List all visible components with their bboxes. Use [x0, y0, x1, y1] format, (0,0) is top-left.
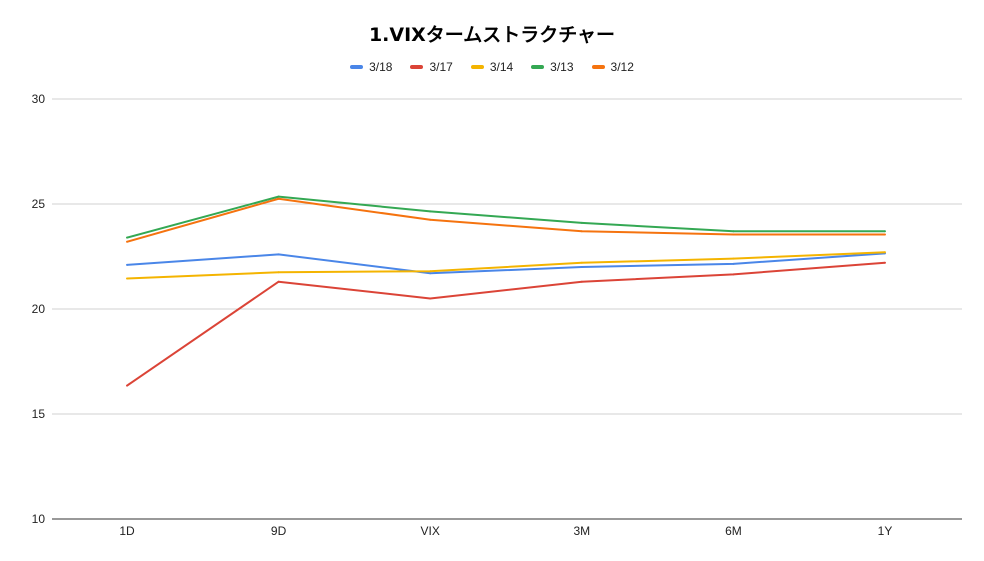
data-point[interactable]	[126, 384, 128, 387]
legend-item-series-4[interactable]: 3/13	[531, 60, 574, 74]
series-line-4[interactable]	[126, 195, 885, 239]
legend-swatch	[591, 65, 605, 69]
data-point[interactable]	[277, 197, 280, 200]
data-point[interactable]	[429, 297, 432, 300]
y-tick-label: 10	[32, 512, 46, 526]
data-point[interactable]	[732, 233, 735, 236]
y-tick-label: 15	[32, 407, 46, 421]
data-point[interactable]	[277, 280, 280, 283]
data-point[interactable]	[277, 195, 280, 198]
series-line-3[interactable]	[126, 251, 886, 280]
x-tick-label: 1Y	[878, 524, 893, 538]
data-point[interactable]	[732, 262, 735, 265]
series-line-5[interactable]	[126, 197, 885, 243]
gridlines	[52, 98, 962, 520]
data-point[interactable]	[126, 240, 128, 243]
data-point[interactable]	[884, 233, 886, 236]
x-tick-label: 9D	[271, 524, 287, 538]
data-point[interactable]	[732, 230, 735, 233]
legend-item-series-5[interactable]: 3/12	[591, 60, 634, 74]
legend-item-series-2[interactable]: 3/17	[410, 60, 453, 74]
legend-label: 3/12	[610, 60, 634, 74]
data-point[interactable]	[277, 253, 280, 256]
data-point[interactable]	[429, 210, 432, 213]
data-point[interactable]	[277, 271, 280, 274]
y-tick-label: 30	[32, 92, 46, 106]
data-point[interactable]	[732, 273, 735, 276]
data-point[interactable]	[580, 266, 583, 268]
chart-legend: 3/18 3/17 3/14 3/13 3/12	[0, 60, 984, 74]
data-point[interactable]	[126, 277, 128, 280]
legend-item-series-1[interactable]: 3/18	[350, 60, 392, 74]
data-point[interactable]	[580, 261, 583, 264]
data-point[interactable]	[580, 221, 583, 224]
x-tick-label: 6M	[725, 524, 742, 538]
x-tick-label: 1D	[119, 524, 135, 538]
data-point[interactable]	[429, 270, 432, 273]
legend-label: 3/13	[550, 60, 574, 74]
data-point[interactable]	[884, 261, 886, 264]
data-point[interactable]	[580, 280, 583, 283]
data-point[interactable]	[732, 257, 735, 260]
data-point[interactable]	[884, 251, 886, 254]
series-line-2[interactable]	[126, 261, 886, 387]
legend-swatch	[410, 65, 424, 69]
x-tick-label: 3M	[573, 524, 590, 538]
data-point[interactable]	[580, 230, 583, 233]
data-point[interactable]	[126, 263, 128, 266]
y-tick-label: 25	[32, 197, 46, 211]
legend-swatch	[470, 65, 484, 69]
legend-label: 3/17	[429, 60, 453, 74]
chart-title: 1.VIXタームストラクチャー	[368, 24, 616, 46]
series-lines	[126, 195, 886, 387]
data-point[interactable]	[884, 230, 886, 233]
data-point[interactable]	[126, 236, 128, 239]
legend-swatch	[531, 65, 545, 69]
y-axis-ticks: 10 15 20 25 30	[32, 92, 46, 526]
data-point[interactable]	[429, 218, 432, 221]
legend-item-series-3[interactable]: 3/14	[470, 60, 514, 74]
x-tick-label: VIX	[421, 524, 440, 538]
x-axis-ticks: 1D 9D VIX 3M 6M 1Y	[119, 524, 892, 538]
legend-label: 3/14	[489, 60, 514, 74]
series-line-1[interactable]	[126, 252, 886, 275]
legend-swatch	[350, 65, 364, 69]
data-point[interactable]	[429, 272, 432, 275]
y-tick-label: 20	[32, 302, 46, 316]
legend-label: 3/18	[369, 60, 393, 74]
